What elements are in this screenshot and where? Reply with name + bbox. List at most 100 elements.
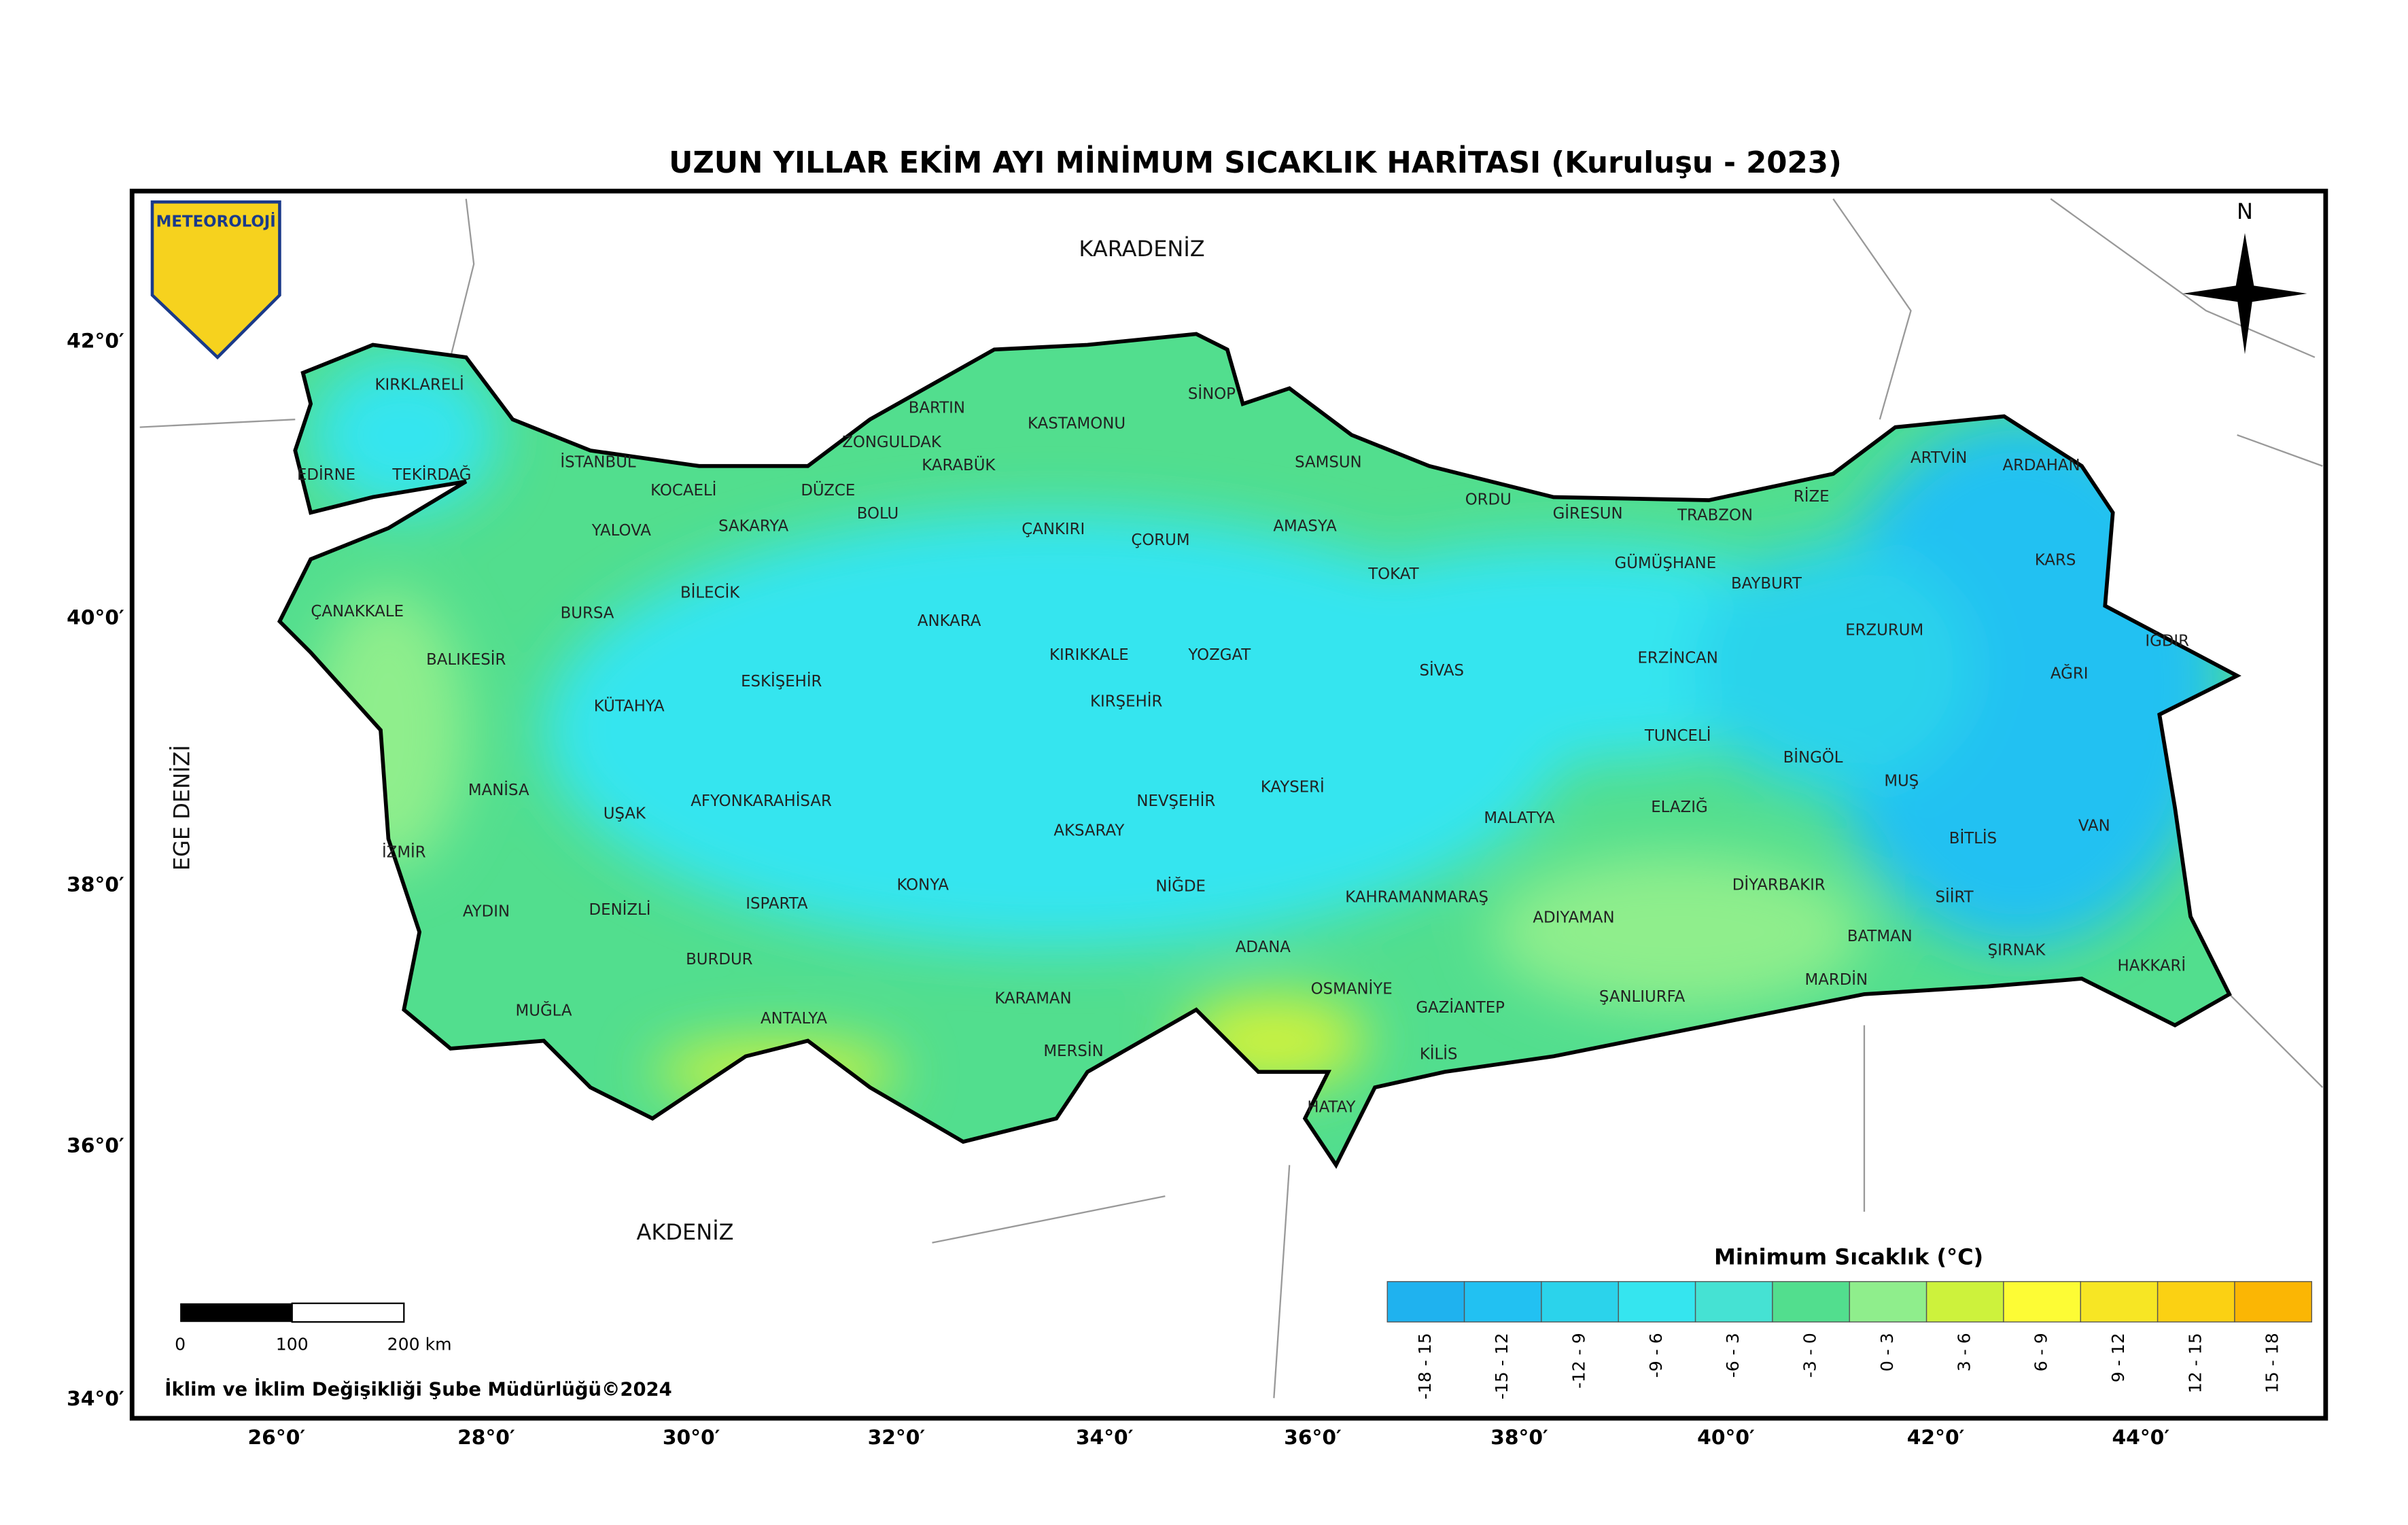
province-label: ADANA (1236, 939, 1291, 956)
legend-swatch (1772, 1281, 1850, 1322)
longitude-label: 42°0′ (1907, 1426, 1965, 1450)
province-label: MARDİN (1805, 970, 1868, 989)
legend-title: Minimum Sıcaklık (°C) (1714, 1244, 1983, 1270)
longitude-label: 38°0′ (1490, 1426, 1548, 1450)
province-label: HAKKARİ (2118, 956, 2186, 975)
province-label: ERZURUM (1845, 622, 1923, 639)
province-label: ADIYAMAN (1533, 909, 1614, 926)
legend-swatch (1925, 1281, 2004, 1322)
province-label: IĞDIR (2145, 631, 2189, 650)
province-label: NEVŞEHİR (1136, 791, 1215, 810)
province-label: ANTALYA (761, 1010, 827, 1028)
province-label: VAN (2078, 818, 2110, 835)
province-label: ORDU (1465, 491, 1512, 509)
latitude-label: 36°0′ (67, 1134, 124, 1157)
province-label: TOKAT (1367, 565, 1419, 583)
legend-label: 12 - 15 (2185, 1333, 2205, 1393)
legend-label: 9 - 12 (2108, 1333, 2128, 1382)
province-label: ELAZIĞ (1651, 797, 1707, 816)
province-label: YOZGAT (1187, 646, 1251, 664)
province-label: ÇANAKKALE (311, 603, 404, 620)
province-label: MERSİN (1043, 1041, 1103, 1060)
province-label: AYDIN (463, 902, 510, 920)
province-label: MUĞLA (516, 1001, 572, 1020)
province-label: ESKİŞEHİR (741, 671, 822, 690)
province-label: BARTIN (909, 400, 965, 417)
province-label: AKSARAY (1053, 822, 1124, 839)
province-label: BİLECİK (680, 583, 740, 602)
province-label: ŞIRNAK (1988, 941, 2046, 959)
province-label: İZMİR (382, 842, 426, 861)
province-label: AFYONKARAHİSAR (691, 791, 832, 810)
province-label: ZONGULDAK (842, 434, 942, 451)
province-label: SİNOP (1188, 384, 1236, 403)
legend-label: -15 - 12 (1492, 1333, 1512, 1399)
legend-label: 3 - 6 (1954, 1333, 1974, 1371)
province-label: ARDAHAN (2002, 457, 2080, 474)
legend-swatch (1463, 1281, 1542, 1322)
province-label: BİNGÖL (1783, 748, 1843, 767)
province-label: KASTAMONU (1028, 415, 1126, 433)
scale-label: 0 (175, 1335, 186, 1354)
province-label: ÇORUM (1131, 531, 1189, 549)
legend-label: -3 - 0 (1800, 1333, 1820, 1378)
legend-label: -6 - 3 (1723, 1333, 1743, 1378)
legend-swatch (1694, 1281, 1773, 1322)
province-label: SİİRT (1935, 888, 1974, 907)
province-label: ERZİNCAN (1637, 648, 1717, 667)
sea-label: KARADENİZ (1079, 236, 1204, 262)
province-label: KİLİS (1420, 1045, 1458, 1064)
legend-swatch (2157, 1281, 2235, 1322)
province-label: MANİSA (468, 780, 529, 799)
legend-swatch (2080, 1281, 2159, 1322)
legend-swatch (2234, 1281, 2312, 1322)
province-label: YALOVA (591, 522, 651, 540)
longitude-label: 28°0′ (457, 1426, 515, 1450)
province-label: DİYARBAKIR (1732, 875, 1826, 894)
province-label: KARAMAN (994, 989, 1071, 1007)
province-label: BOLU (857, 505, 899, 523)
province-label: KARABÜK (922, 455, 996, 474)
sea-label: AKDENİZ (637, 1219, 734, 1245)
province-label: ISPARTA (746, 895, 808, 913)
province-label: BAYBURT (1731, 575, 1802, 593)
province-label: ANKARA (918, 612, 981, 630)
province-label: KÜTAHYA (594, 697, 665, 716)
province-label: BURDUR (686, 951, 753, 968)
title: UZUN YILLAR EKİM AYI MİNİMUM SICAKLIK HA… (669, 145, 1842, 180)
province-label: MUŞ (1884, 772, 1919, 790)
province-label: MALATYA (1484, 809, 1555, 827)
province-label: TUNCELİ (1644, 726, 1711, 745)
province-label: HATAY (1307, 1098, 1355, 1116)
longitude-label: 40°0′ (1697, 1426, 1755, 1450)
north-arrow: N (2182, 198, 2307, 355)
legend-label: 6 - 9 (2031, 1333, 2051, 1371)
legend-label: 0 - 3 (1877, 1333, 1897, 1371)
province-label: ARTVİN (1910, 448, 1967, 467)
province-label: UŞAK (604, 805, 646, 822)
province-label: ŞANLIURFA (1599, 988, 1686, 1006)
province-label: NİĞDE (1155, 877, 1206, 896)
province-label: GİRESUN (1553, 504, 1623, 523)
province-label: EDİRNE (297, 465, 355, 484)
north-label: N (2237, 198, 2253, 224)
province-label: SİVAS (1419, 661, 1464, 680)
scale-bar (180, 1302, 405, 1323)
legend-label: -9 - 6 (1646, 1333, 1666, 1378)
province-label: İSTANBUL (560, 453, 636, 472)
legend-label: -18 - 15 (1415, 1333, 1435, 1399)
legend-swatch (1386, 1281, 1465, 1322)
province-label: BURSA (561, 604, 614, 622)
legend-swatch (1618, 1281, 1696, 1322)
province-label: BALIKESİR (426, 650, 506, 669)
province-label: KARS (2035, 552, 2076, 569)
province-label: KIRIKKALE (1049, 646, 1129, 664)
footer: İklim ve İklim Değişikliği Şube Müdürlüğ… (164, 1378, 671, 1400)
latitude-label: 38°0′ (67, 873, 124, 896)
longitude-label: 36°0′ (1284, 1426, 1342, 1450)
province-label: GAZİANTEP (1416, 998, 1505, 1017)
province-label: SAMSUN (1295, 454, 1362, 472)
province-label: GÜMÜŞHANE (1615, 553, 1717, 572)
